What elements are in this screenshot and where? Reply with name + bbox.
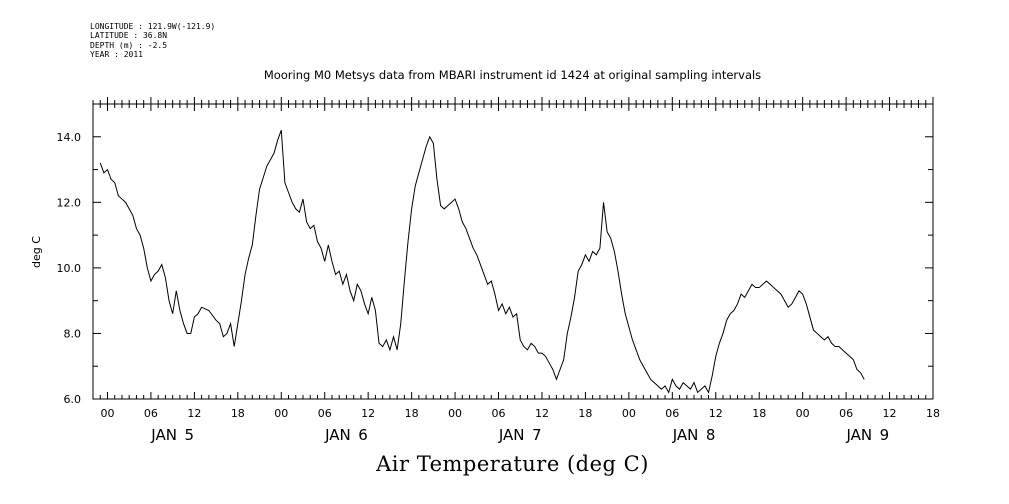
- day-label: JAN 6: [324, 426, 368, 444]
- y-tick-labels: 6.0 8.0 10.0 12.0 14.0: [57, 131, 82, 406]
- x-tick-label: 18: [752, 407, 766, 420]
- day-labels: JAN 5 JAN 6 JAN 7 JAN 8 JAN 9: [150, 426, 889, 444]
- y-tick-label: 8.0: [64, 327, 82, 340]
- y-axis-label: deg C: [30, 236, 43, 268]
- day-label: JAN 5: [150, 426, 194, 444]
- day-label: JAN 7: [498, 426, 542, 444]
- x-tick-label: 00: [100, 407, 114, 420]
- x-tick-label: 00: [796, 407, 810, 420]
- tick-marks: [92, 97, 934, 400]
- location-metadata: LONGITUDE : 121.9W(-121.9) LATITUDE : 36…: [90, 22, 215, 59]
- x-tick-label: 18: [231, 407, 245, 420]
- x-tick-label: 06: [665, 407, 679, 420]
- x-tick-label: 00: [622, 407, 636, 420]
- longitude-label: LONGITUDE : 121.9W(-121.9): [90, 22, 216, 31]
- x-tick-label: 12: [883, 407, 897, 420]
- x-tick-label: 00: [448, 407, 462, 420]
- x-tick-label: 12: [709, 407, 723, 420]
- x-tick-label: 12: [187, 407, 201, 420]
- x-tick-label: 12: [361, 407, 375, 420]
- x-tick-label: 18: [578, 407, 592, 420]
- y-tick-label: 12.0: [57, 196, 82, 209]
- chart-title: Mooring M0 Metsys data from MBARI instru…: [263, 68, 762, 82]
- year-label: YEAR : 2011: [90, 49, 143, 59]
- x-tick-labels: 00 06 12 18 00 06 12 18 00 06 12 18 00 06 12 18 00 06 12 18: [100, 407, 940, 420]
- y-tick-label: 6.0: [64, 393, 82, 406]
- x-tick-label: 18: [926, 407, 940, 420]
- plot-frame: [92, 103, 934, 400]
- x-tick-label: 18: [405, 407, 419, 420]
- x-tick-label: 06: [839, 407, 853, 420]
- x-tick-label: 06: [144, 407, 158, 420]
- series-line: [99, 130, 865, 394]
- day-label: JAN 9: [845, 426, 889, 444]
- x-tick-label: 12: [535, 407, 549, 420]
- x-tick-label: 06: [492, 407, 506, 420]
- chart-caption: Air Temperature (deg C): [376, 452, 649, 476]
- y-tick-label: 10.0: [57, 262, 82, 275]
- y-tick-label: 14.0: [57, 131, 82, 144]
- x-tick-label: 06: [318, 407, 332, 420]
- latitude-label: LATITUDE : 36.8N: [90, 31, 168, 41]
- day-label: JAN 8: [672, 426, 716, 444]
- x-tick-label: 00: [274, 407, 288, 420]
- depth-label: DEPTH (m) : -2.5: [90, 40, 168, 50]
